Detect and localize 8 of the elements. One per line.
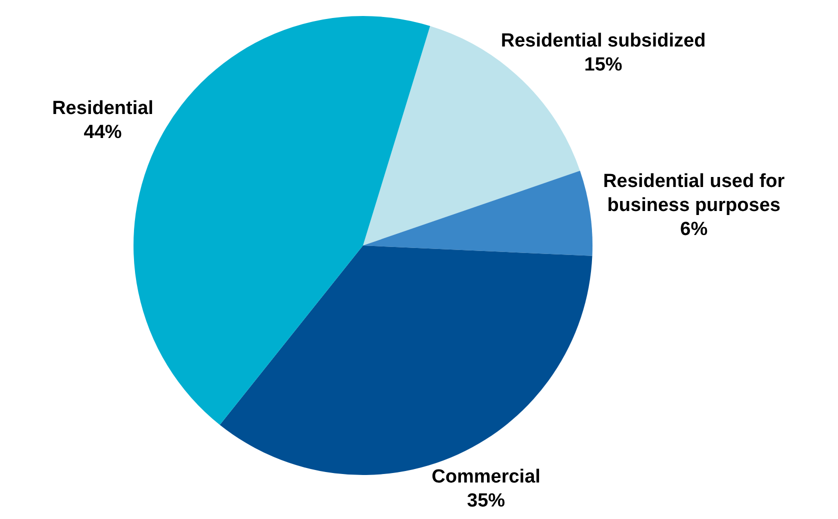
slice-label: Residential subsidized: [500, 30, 706, 52]
data-label: 44%: [84, 122, 122, 143]
data-label: 15%: [584, 54, 622, 76]
data-label: 6%: [680, 218, 708, 240]
slice-label: Residential used for business purposes: [603, 170, 786, 216]
slice-label: Residential: [52, 98, 154, 119]
slice-label: Commercial: [432, 466, 540, 488]
data-label: 35%: [467, 490, 506, 512]
